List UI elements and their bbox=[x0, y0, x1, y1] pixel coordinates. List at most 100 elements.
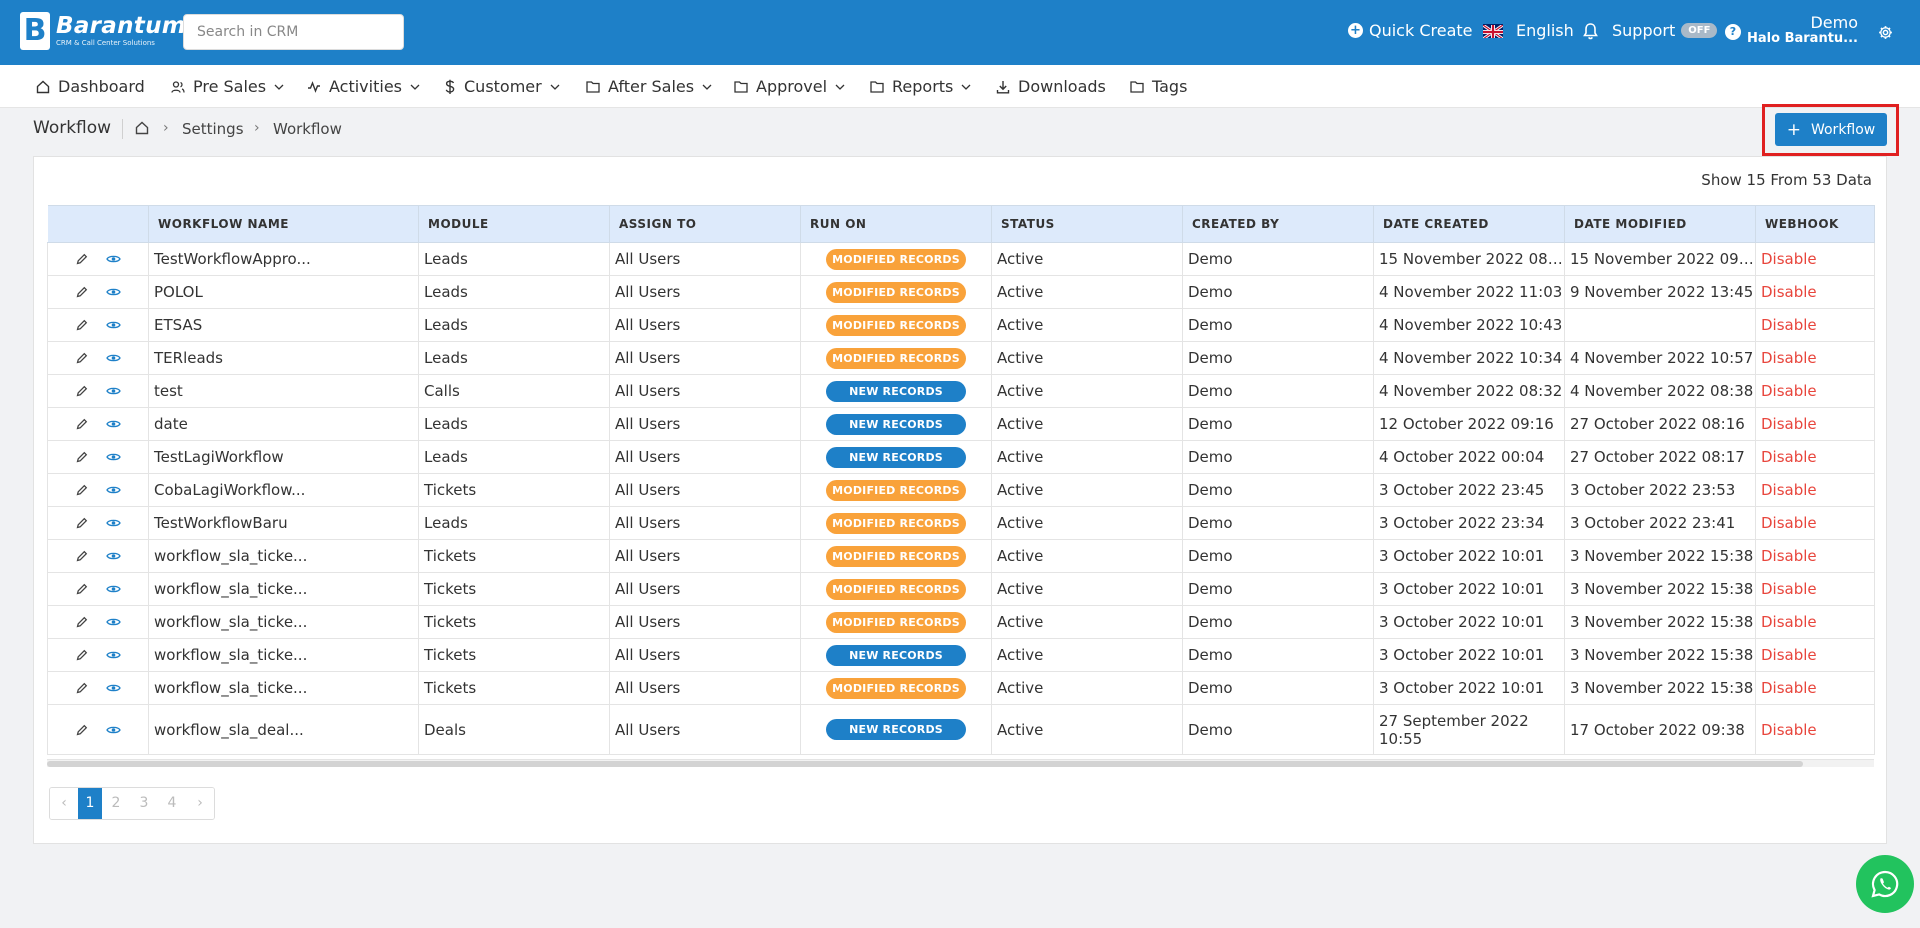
cell-workflow-name[interactable]: TERleads bbox=[148, 341, 419, 375]
table-row[interactable]: date Leads All Users NEW RECORDS Active Demo 1… bbox=[47, 407, 1875, 441]
table-row[interactable]: workflow_sla_ticke... Tickets All Users MOD… bbox=[47, 605, 1875, 639]
webhook-disable-link[interactable]: Disable bbox=[1761, 448, 1817, 466]
table-row[interactable]: ETSAS Leads All Users MODIFIED RECORDS Activ… bbox=[47, 308, 1875, 342]
edit-icon[interactable] bbox=[76, 517, 88, 529]
view-icon[interactable] bbox=[106, 617, 121, 627]
edit-icon[interactable] bbox=[76, 451, 88, 463]
table-row[interactable]: workflow_sla_deal... Deals All Users NEW RE… bbox=[47, 704, 1875, 755]
cell-workflow-name[interactable]: date bbox=[148, 407, 419, 441]
column-header[interactable]: RUN ON bbox=[800, 205, 992, 243]
view-icon[interactable] bbox=[106, 452, 121, 462]
view-icon[interactable] bbox=[106, 650, 121, 660]
nav-customer[interactable]: Customer bbox=[444, 65, 560, 108]
table-row[interactable]: test Calls All Users NEW RECORDS Active Demo 4… bbox=[47, 374, 1875, 408]
cell-workflow-name[interactable]: test bbox=[148, 374, 419, 408]
view-icon[interactable] bbox=[106, 353, 121, 363]
table-row[interactable]: TestWorkflowBaru Leads All Users MODIFIED R… bbox=[47, 506, 1875, 540]
language-selector[interactable]: English bbox=[1483, 21, 1574, 40]
cell-workflow-name[interactable]: workflow_sla_ticke... bbox=[148, 638, 419, 672]
cell-workflow-name[interactable]: TestWorkflowBaru bbox=[148, 506, 419, 540]
nav-reports[interactable]: Reports bbox=[870, 65, 971, 108]
nav-approvel[interactable]: Approvel bbox=[734, 65, 845, 108]
edit-icon[interactable] bbox=[76, 385, 88, 397]
view-icon[interactable] bbox=[106, 287, 121, 297]
cell-workflow-name[interactable]: POLOL bbox=[148, 275, 419, 309]
support-toggle[interactable]: Support OFF bbox=[1612, 21, 1718, 40]
home-icon[interactable] bbox=[135, 121, 149, 139]
column-header[interactable]: WEBHOOK bbox=[1755, 205, 1875, 243]
webhook-disable-link[interactable]: Disable bbox=[1761, 481, 1817, 499]
table-row[interactable]: TestLagiWorkflow Leads All Users NEW RECORD… bbox=[47, 440, 1875, 474]
cell-workflow-name[interactable]: workflow_sla_deal... bbox=[148, 704, 419, 755]
table-row[interactable]: workflow_sla_ticke... Tickets All Users MOD… bbox=[47, 539, 1875, 573]
breadcrumb-settings[interactable]: Settings bbox=[182, 120, 244, 138]
webhook-disable-link[interactable]: Disable bbox=[1761, 720, 1817, 739]
cell-workflow-name[interactable]: workflow_sla_ticke... bbox=[148, 605, 419, 639]
edit-icon[interactable] bbox=[76, 319, 88, 331]
column-header[interactable]: WORKFLOW NAME bbox=[148, 205, 419, 243]
edit-icon[interactable] bbox=[76, 418, 88, 430]
cell-workflow-name[interactable]: workflow_sla_ticke... bbox=[148, 671, 419, 705]
nav-pre-sales[interactable]: Pre Sales bbox=[171, 65, 284, 108]
webhook-disable-link[interactable]: Disable bbox=[1761, 679, 1817, 697]
nav-activities[interactable]: Activities bbox=[307, 65, 420, 108]
pagination-next[interactable]: › bbox=[186, 788, 214, 819]
view-icon[interactable] bbox=[106, 551, 121, 561]
table-row[interactable]: TERleads Leads All Users MODIFIED RECORDS Ac… bbox=[47, 341, 1875, 375]
view-icon[interactable] bbox=[106, 419, 121, 429]
webhook-disable-link[interactable]: Disable bbox=[1761, 514, 1817, 532]
edit-icon[interactable] bbox=[76, 484, 88, 496]
view-icon[interactable] bbox=[106, 386, 121, 396]
edit-icon[interactable] bbox=[76, 682, 88, 694]
column-header[interactable]: STATUS bbox=[991, 205, 1183, 243]
pagination-page[interactable]: 3 bbox=[130, 788, 158, 819]
edit-icon[interactable] bbox=[76, 649, 88, 661]
nav-dashboard[interactable]: Dashboard bbox=[36, 65, 145, 108]
edit-icon[interactable] bbox=[76, 352, 88, 364]
pagination-prev[interactable]: ‹ bbox=[50, 788, 78, 819]
table-row[interactable]: POLOL Leads All Users MODIFIED RECORDS Activ… bbox=[47, 275, 1875, 309]
nav-after-sales[interactable]: After Sales bbox=[586, 65, 712, 108]
view-icon[interactable] bbox=[106, 518, 121, 528]
cell-workflow-name[interactable]: TestLagiWorkflow bbox=[148, 440, 419, 474]
horizontal-scrollbar[interactable] bbox=[47, 759, 1874, 767]
edit-icon[interactable] bbox=[76, 724, 88, 736]
table-row[interactable]: workflow_sla_ticke... Tickets All Users NEW… bbox=[47, 638, 1875, 672]
nav-tags[interactable]: Tags bbox=[1130, 65, 1187, 108]
webhook-disable-link[interactable]: Disable bbox=[1761, 250, 1817, 268]
nav-downloads[interactable]: Downloads bbox=[996, 65, 1106, 108]
edit-icon[interactable] bbox=[76, 583, 88, 595]
webhook-disable-link[interactable]: Disable bbox=[1761, 547, 1817, 565]
table-row[interactable]: workflow_sla_ticke... Tickets All Users MOD… bbox=[47, 671, 1875, 705]
view-icon[interactable] bbox=[106, 683, 121, 693]
view-icon[interactable] bbox=[106, 254, 121, 264]
webhook-disable-link[interactable]: Disable bbox=[1761, 613, 1817, 631]
brand-logo[interactable]: B Barantum CRM & Call Center Solutions bbox=[20, 12, 186, 50]
user-menu[interactable]: Demo Halo Barantu... bbox=[1747, 14, 1858, 46]
webhook-disable-link[interactable]: Disable bbox=[1761, 316, 1817, 334]
cell-workflow-name[interactable]: CobaLagiWorkflow... bbox=[148, 473, 419, 507]
add-workflow-button[interactable]: + Workflow bbox=[1775, 113, 1887, 146]
pagination-page[interactable]: 2 bbox=[102, 788, 130, 819]
webhook-disable-link[interactable]: Disable bbox=[1761, 283, 1817, 301]
table-row[interactable]: TestWorkflowAppro... Leads All Users MODIFI… bbox=[47, 242, 1875, 276]
column-header[interactable]: DATE CREATED bbox=[1373, 205, 1565, 243]
cell-workflow-name[interactable]: workflow_sla_ticke... bbox=[148, 572, 419, 606]
column-header[interactable]: CREATED BY bbox=[1182, 205, 1374, 243]
edit-icon[interactable] bbox=[76, 550, 88, 562]
scrollbar-thumb[interactable] bbox=[47, 761, 1803, 767]
gear-icon[interactable] bbox=[1878, 25, 1893, 44]
table-row[interactable]: CobaLagiWorkflow... Tickets All Users MODIF… bbox=[47, 473, 1875, 507]
view-icon[interactable] bbox=[106, 485, 121, 495]
quick-create-button[interactable]: + Quick Create bbox=[1348, 21, 1473, 40]
view-icon[interactable] bbox=[106, 725, 121, 735]
column-header[interactable]: ASSIGN TO bbox=[609, 205, 801, 243]
edit-icon[interactable] bbox=[76, 616, 88, 628]
cell-workflow-name[interactable]: workflow_sla_ticke... bbox=[148, 539, 419, 573]
pagination-page[interactable]: 4 bbox=[158, 788, 186, 819]
bell-icon[interactable] bbox=[1583, 23, 1598, 44]
edit-icon[interactable] bbox=[76, 286, 88, 298]
column-header[interactable]: DATE MODIFIED bbox=[1564, 205, 1756, 243]
pagination-page[interactable]: 1 bbox=[78, 788, 102, 819]
webhook-disable-link[interactable]: Disable bbox=[1761, 646, 1817, 664]
